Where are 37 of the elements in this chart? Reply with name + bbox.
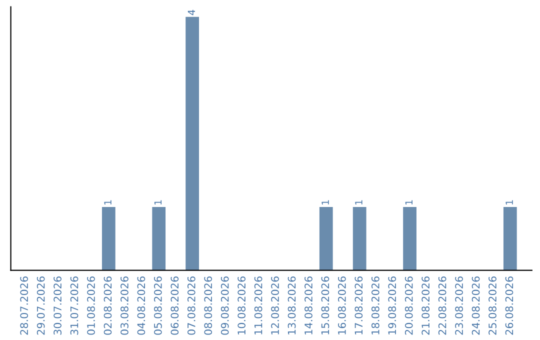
x-tick-label: 09.08.2026 [220, 276, 229, 335]
x-tick-label: 21.08.2026 [422, 276, 430, 335]
data-label: 1 [104, 200, 112, 204]
x-tick-label: 04.08.2026 [137, 276, 146, 335]
x-tick-label: 30.07.2026 [54, 276, 62, 335]
x-tick-label: 24.08.2026 [472, 276, 480, 335]
data-label: 1 [405, 200, 412, 204]
x-tick-label: 16.08.2026 [338, 276, 346, 334]
x-tick-label: 02.08.2026 [104, 276, 112, 335]
x-tick-label: 07.08.2026 [187, 276, 196, 335]
x-tick-label: 15.08.2026 [321, 276, 330, 334]
x-tick-label: 11.08.2026 [254, 276, 262, 334]
x-tick-label: 06.08.2026 [170, 276, 179, 335]
x-tick-label: 22.08.2026 [438, 276, 446, 335]
data-label: 1 [506, 200, 513, 204]
x-tick-label: 26.08.2026 [505, 276, 514, 335]
x-tick-label: 08.08.2026 [204, 276, 212, 335]
x-tick-label: 01.08.2026 [87, 276, 95, 335]
x-tick-label: 13.08.2026 [288, 276, 296, 334]
data-label: 1 [154, 200, 162, 204]
x-tick-label: 03.08.2026 [120, 276, 128, 335]
data-label: 1 [322, 200, 329, 204]
x-tick-label: 05.08.2026 [154, 276, 162, 335]
data-label: 4 [188, 10, 195, 16]
x-tick-label: 25.08.2026 [488, 276, 496, 335]
data-label: 1 [355, 200, 362, 204]
x-tick-label: 23.08.2026 [455, 276, 463, 335]
x-tick-label: 14.08.2026 [304, 276, 312, 334]
x-tick-label: 12.08.2026 [271, 276, 279, 334]
x-tick-label: 10.08.2026 [238, 276, 246, 334]
x-tick-label: 19.08.2026 [388, 276, 396, 334]
x-tick-label: 28.07.2026 [20, 276, 28, 335]
x-tick-label: 17.08.2026 [354, 276, 363, 334]
x-tick-label: 29.07.2026 [36, 276, 45, 335]
x-tick-label: 18.08.2026 [371, 276, 380, 334]
x-tick-label: 20.08.2026 [404, 276, 413, 335]
x-tick-label: 31.07.2026 [70, 276, 78, 335]
